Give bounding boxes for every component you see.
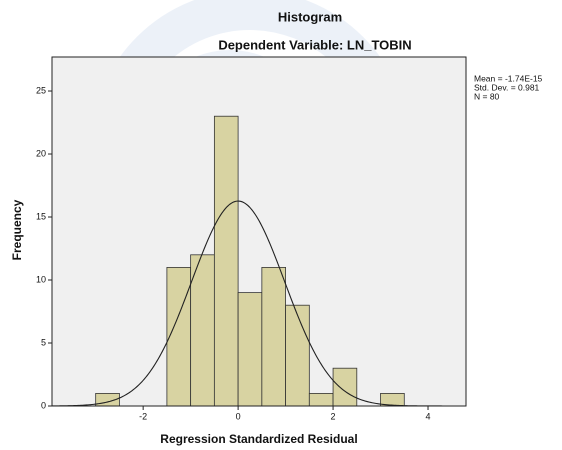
x-tick-label: 4 <box>426 411 431 421</box>
bar <box>308 393 334 407</box>
stat-label: Mean = -1.74E-15 <box>474 73 543 83</box>
x-tick-label: 2 <box>331 411 336 421</box>
y-tick-label: 10 <box>36 274 46 284</box>
bar <box>213 115 239 407</box>
bar <box>237 292 263 407</box>
bar <box>166 267 192 407</box>
bar <box>190 254 215 407</box>
y-axis-title: Frequency <box>10 199 24 260</box>
bar <box>332 367 358 407</box>
plot-border <box>51 56 467 407</box>
y-tick-label: 0 <box>41 400 46 410</box>
x-tick-label: 0 <box>236 411 241 421</box>
stat-label: Std. Dev. = 0.981 <box>474 82 540 92</box>
normal-curve <box>51 200 466 407</box>
y-tick-label: 15 <box>36 211 46 221</box>
bar <box>285 304 310 407</box>
x-axis-title: Regression Standardized Residual <box>160 432 357 446</box>
stat-label: N = 80 <box>474 91 500 101</box>
y-tick-label: 25 <box>36 85 46 95</box>
bar <box>261 267 286 407</box>
chart-title: Histogram <box>278 9 342 24</box>
x-tick-label: -2 <box>139 411 147 421</box>
y-tick-label: 5 <box>41 337 46 347</box>
chart-subtitle: Dependent Variable: LN_TOBIN <box>218 37 411 52</box>
y-tick-label: 20 <box>36 148 46 158</box>
